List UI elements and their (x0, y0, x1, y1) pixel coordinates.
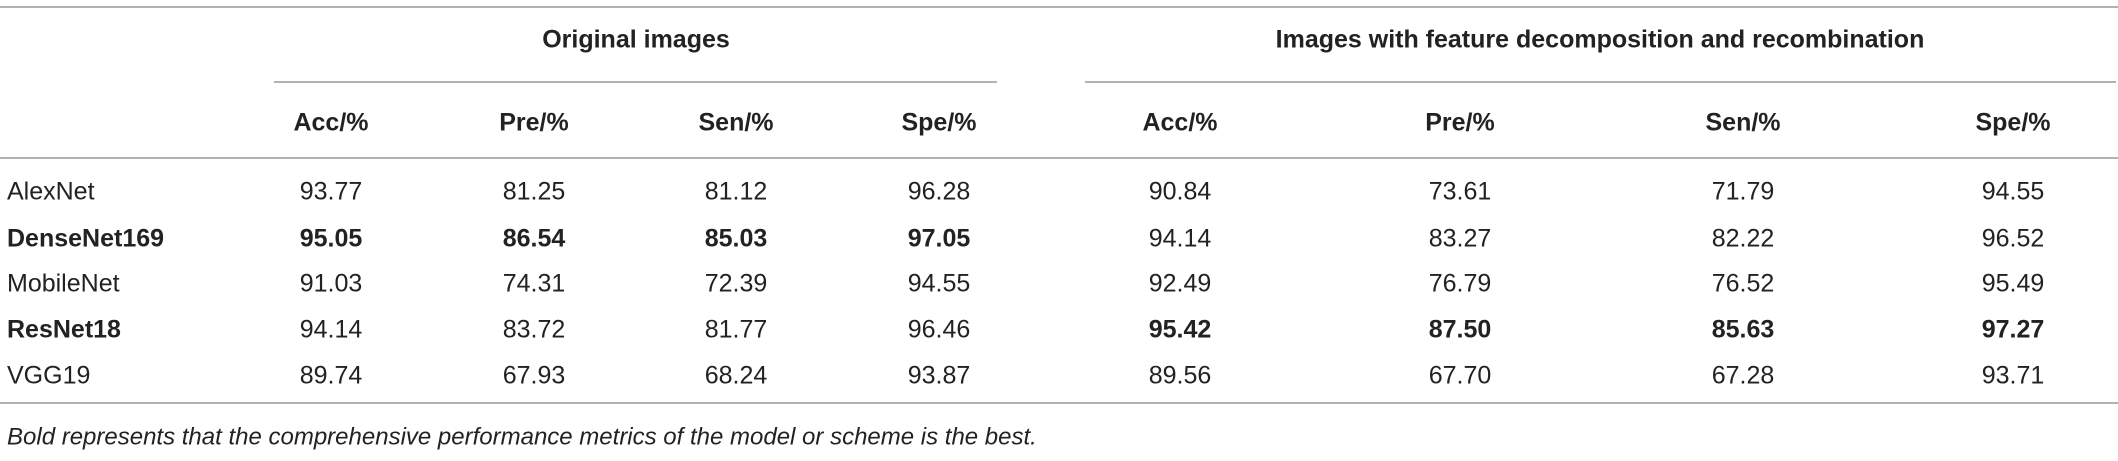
cell: 94.14 (300, 316, 363, 344)
column-header: Spe/% (901, 109, 976, 137)
cell: 72.39 (705, 270, 768, 298)
cell: 94.14 (1149, 225, 1212, 253)
cell: 67.70 (1429, 362, 1492, 390)
cell: 83.27 (1429, 225, 1492, 253)
cell: 76.79 (1429, 270, 1492, 298)
footnote: Bold represents that the comprehensive p… (7, 423, 1037, 450)
row-label: AlexNet (7, 178, 95, 206)
row-label: VGG19 (7, 362, 90, 390)
cell: 94.55 (1982, 178, 2045, 206)
cell: 81.77 (705, 316, 768, 344)
cell: 87.50 (1429, 316, 1492, 344)
cell: 97.27 (1982, 316, 2045, 344)
column-header: Sen/% (698, 109, 773, 137)
cell: 95.05 (300, 225, 363, 253)
row-label: DenseNet169 (7, 225, 164, 253)
column-header: Sen/% (1705, 109, 1780, 137)
column-header: Pre/% (499, 109, 568, 137)
cell: 96.28 (908, 178, 971, 206)
cell: 93.71 (1982, 362, 2045, 390)
cell: 85.63 (1712, 316, 1775, 344)
cell: 89.56 (1149, 362, 1212, 390)
cell: 86.54 (503, 225, 566, 253)
group-header: Original images (542, 26, 730, 54)
cell: 95.42 (1149, 316, 1212, 344)
cell: 81.12 (705, 178, 768, 206)
cell: 91.03 (300, 270, 363, 298)
cell: 93.77 (300, 178, 363, 206)
cell: 74.31 (503, 270, 566, 298)
cell: 97.05 (908, 225, 971, 253)
cell: 83.72 (503, 316, 566, 344)
row-label: MobileNet (7, 270, 120, 298)
column-header: Spe/% (1975, 109, 2050, 137)
cell: 68.24 (705, 362, 768, 390)
cell: 81.25 (503, 178, 566, 206)
cell: 85.03 (705, 225, 768, 253)
cell: 94.55 (908, 270, 971, 298)
column-header: Acc/% (1142, 109, 1217, 137)
cell: 93.87 (908, 362, 971, 390)
cell: 95.49 (1982, 270, 2045, 298)
cell: 92.49 (1149, 270, 1212, 298)
column-header: Pre/% (1425, 109, 1494, 137)
cell: 89.74 (300, 362, 363, 390)
cell: 82.22 (1712, 225, 1775, 253)
cell: 96.46 (908, 316, 971, 344)
row-label: ResNet18 (7, 316, 121, 344)
cell: 96.52 (1982, 225, 2045, 253)
cell: 67.93 (503, 362, 566, 390)
cell: 67.28 (1712, 362, 1775, 390)
cell: 73.61 (1429, 178, 1492, 206)
cell: 71.79 (1712, 178, 1775, 206)
cell: 90.84 (1149, 178, 1212, 206)
group-header: Images with feature decomposition and re… (1276, 26, 1925, 54)
cell: 76.52 (1712, 270, 1775, 298)
column-header: Acc/% (293, 109, 368, 137)
